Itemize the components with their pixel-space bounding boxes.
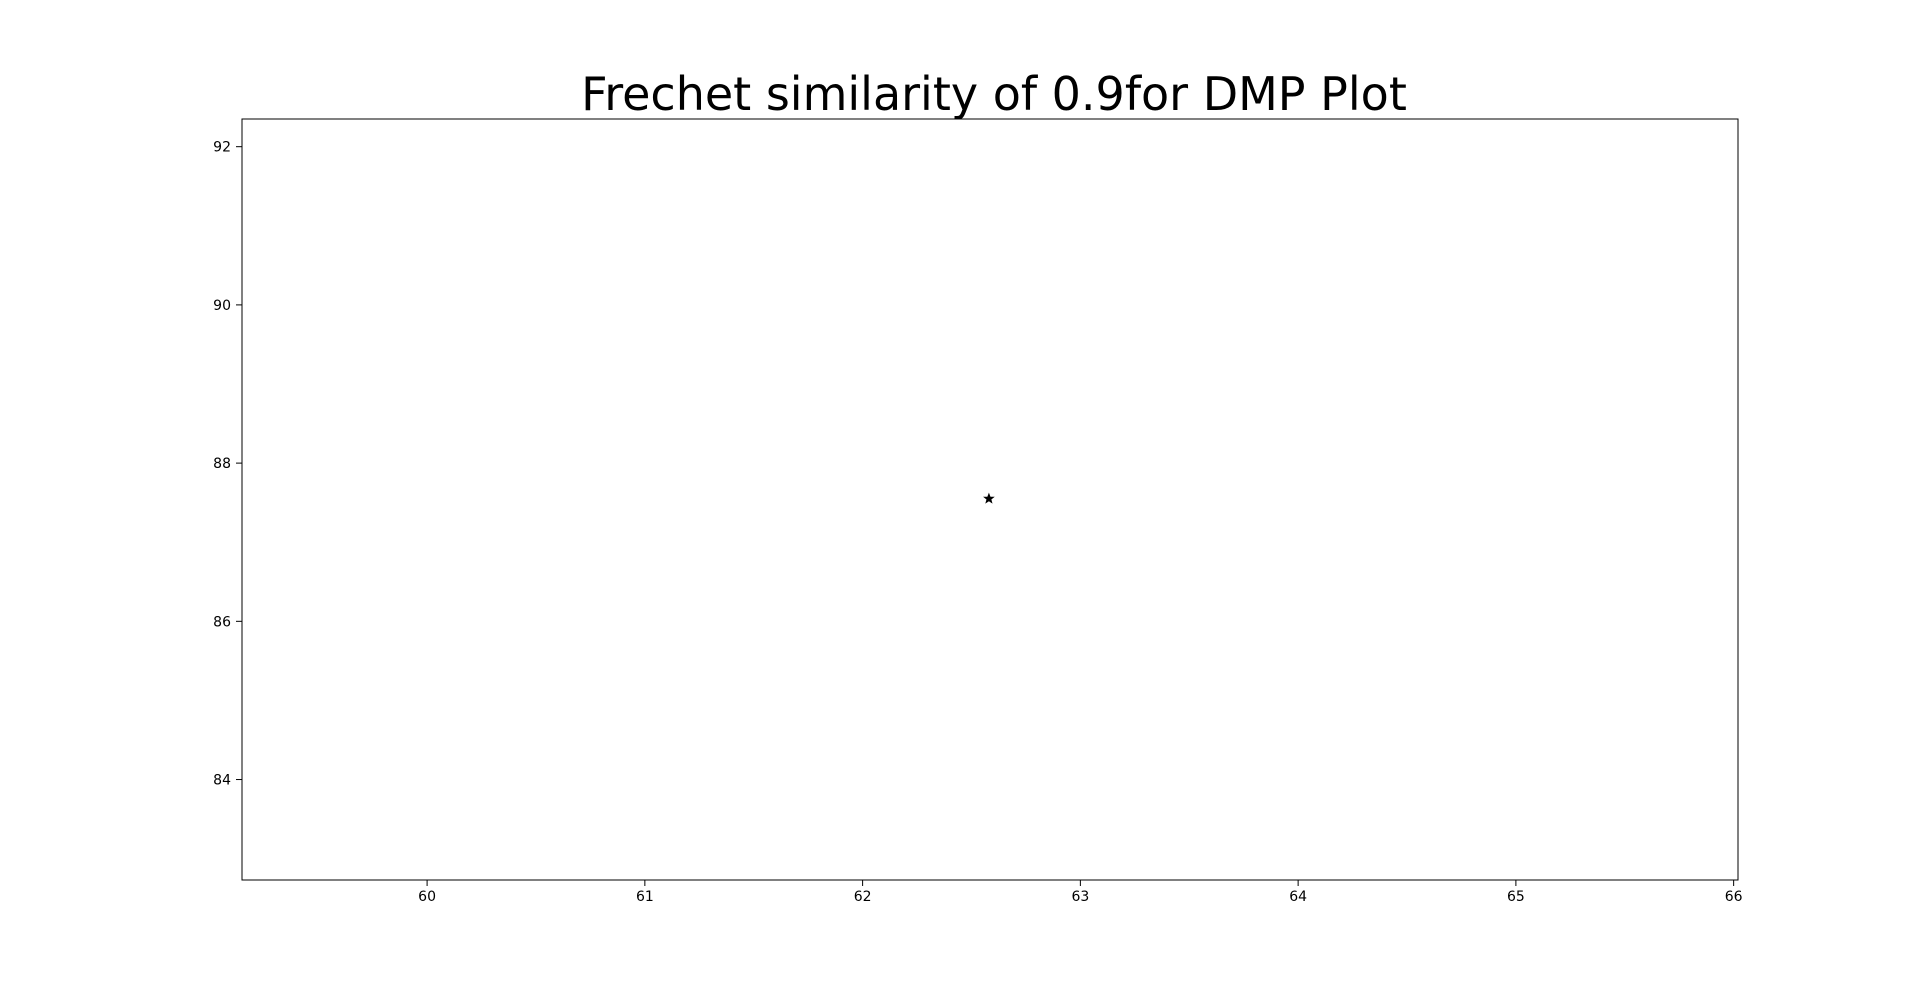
y-axis: 84 86 88 90 92 [213,140,242,789]
data-point-star [983,492,995,504]
y-tick-label: 86 [213,614,231,630]
x-tick-label: 61 [636,889,654,905]
y-tick-label: 90 [213,298,231,314]
x-tick-label: 66 [1725,889,1743,905]
x-tick-label: 62 [854,889,872,905]
x-axis: 60 61 62 63 64 65 66 [418,880,1743,905]
y-tick-label: 84 [213,773,231,789]
plot-area [241,118,1739,881]
y-tick-label: 88 [213,456,231,472]
y-tick-label: 92 [213,140,231,156]
data-points [983,492,995,504]
chart-title: Frechet similarity of 0.9for DMP Plot [581,67,1407,121]
x-tick-label: 63 [1071,889,1089,905]
x-tick-label: 64 [1289,889,1307,905]
x-tick-label: 60 [418,889,436,905]
x-tick-label: 65 [1507,889,1525,905]
